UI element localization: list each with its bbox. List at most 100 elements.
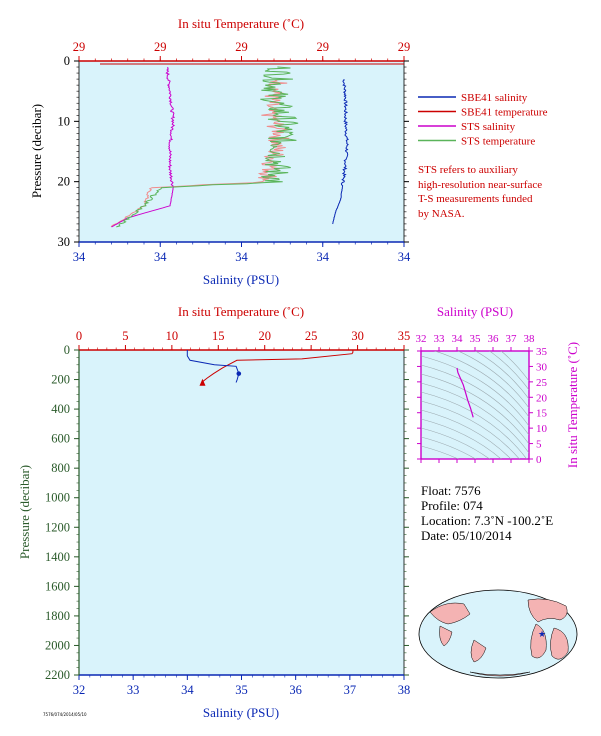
ts-sal-tick-label: 38 (524, 333, 536, 345)
top-sal-tick-label: 34 (235, 250, 248, 264)
top-sal-tick-label: 34 (398, 250, 411, 264)
ts-chart-title: Salinity (PSU) (437, 304, 513, 319)
top-pressure-tick-label: 20 (58, 175, 71, 189)
top-sal-tick-label: 34 (73, 250, 86, 264)
sts-note-line: high-resolution near-surface (418, 178, 543, 191)
main-pressure-tick-label: 1800 (45, 609, 70, 623)
main-chart-pressure-ticks: 0 200 400 600 800 1000 1200 1400 1600 1800 2000 220… (45, 343, 409, 682)
ts-chart: Salinity (PSU) In situ Temperature (˚C) … (416, 304, 581, 468)
ts-chart-temp-ticks: 35 30 25 20 15 10 5 0 (417, 346, 548, 466)
top-temp-tick-label: 29 (317, 40, 330, 54)
main-salinity-marker (236, 371, 242, 376)
ts-density-contour (421, 355, 529, 427)
ts-density-contour (421, 382, 529, 454)
ts-chart-sal-ticks: 32 33 34 35 36 37 38 (416, 333, 536, 463)
main-sal-tick-label: 37 (344, 683, 357, 697)
ts-density-contour (433, 351, 529, 418)
ts-sal-tick-label: 37 (506, 333, 518, 345)
top-temp-tick-label: 29 (235, 40, 248, 54)
main-chart-plot-area (78, 349, 405, 676)
main-sal-tick-label: 34 (181, 683, 194, 697)
main-pressure-tick-label: 1400 (45, 550, 70, 564)
top-series-line-sts-temperature (116, 66, 299, 228)
top-temp-tick-label: 29 (154, 40, 167, 54)
main-temp-tick-label: 30 (351, 329, 364, 343)
ts-density-contour (421, 445, 459, 459)
top-pressure-tick-label: 10 (58, 114, 71, 128)
sts-note: STS refers to auxiliary high-resolution … (418, 163, 542, 221)
top-pressure-tick-label: 30 (58, 235, 71, 249)
main-salinity-line (186, 350, 240, 383)
profile-date: Date: 05/10/2014 (421, 528, 512, 543)
main-pressure-tick-label: 800 (51, 461, 70, 475)
top-sal-tick-label: 34 (154, 250, 167, 264)
float-id: Float: 7576 (421, 483, 481, 498)
main-chart-temp-title: In situ Temperature (˚C) (178, 304, 304, 319)
sts-note-line: STS refers to auxiliary (418, 164, 518, 176)
main-temp-tick-label: 15 (212, 329, 225, 343)
main-chart-sal-title: Salinity (PSU) (203, 705, 279, 720)
main-sal-tick-label: 33 (127, 683, 140, 697)
main-pressure-tick-label: 400 (51, 402, 70, 416)
ts-temp-tick-label: 0 (536, 454, 542, 466)
ts-density-contour (421, 364, 529, 436)
footer-tiny-label: 7576/074/2014/05/10 (43, 712, 87, 717)
main-temp-tick-label: 35 (398, 329, 411, 343)
float-location-marker: ★ (538, 630, 546, 640)
main-pressure-tick-label: 1200 (45, 520, 70, 534)
main-chart-sal-ticks: 32 33 34 35 36 37 38 (73, 675, 411, 697)
top-chart-sal-title: Salinity (PSU) (203, 272, 279, 287)
ts-density-contour (421, 409, 512, 459)
top-chart-pressure-ticks: 0 10 20 30 (58, 54, 409, 249)
top-chart: In situ Temperature (˚C) Salinity (PSU) … (29, 16, 411, 287)
legend-label: STS temperature (461, 136, 535, 148)
top-chart-ylabel: Pressure (decibar) (29, 104, 44, 198)
ts-sal-tick-label: 34 (452, 333, 464, 345)
top-chart-temp-ticks: 29 29 29 29 29 (73, 40, 411, 61)
main-pressure-tick-label: 2200 (45, 668, 70, 682)
top-series-line-sts-salinity (111, 66, 176, 228)
profile-number: Profile: 074 (421, 498, 483, 513)
ts-chart-ylabel: In situ Temperature (˚C) (565, 342, 580, 468)
sts-note-line: by NASA. (418, 207, 465, 220)
ts-temp-tick-label: 25 (536, 377, 548, 389)
main-pressure-tick-label: 1600 (45, 579, 70, 593)
ts-density-contour (457, 351, 529, 409)
top-chart-plot-area (78, 60, 405, 243)
legend-label: SBE41 salinity (461, 92, 528, 104)
main-pressure-tick-label: 200 (51, 373, 70, 387)
main-sal-tick-label: 38 (398, 683, 411, 697)
float-info: Float: 7576 Profile: 074 Location: 7.3˚N… (421, 483, 553, 543)
top-chart-temp-title: In situ Temperature (˚C) (178, 16, 304, 31)
main-pressure-tick-label: 600 (51, 432, 70, 446)
ts-density-contour (475, 351, 529, 400)
legend: SBE41 salinity SBE41 temperature STS salin… (418, 92, 548, 148)
ts-density-contour (421, 418, 502, 459)
ts-sal-tick-label: 36 (488, 333, 500, 345)
main-chart: In situ Temperature (˚C) Salinity (PSU) … (17, 304, 410, 720)
main-sal-tick-label: 35 (235, 683, 248, 697)
top-chart-sal-ticks: 34 34 34 34 34 (73, 242, 411, 264)
main-chart-series (186, 350, 354, 386)
ts-density-contour (421, 373, 529, 445)
main-temperature-line (202, 350, 354, 383)
ts-chart-density-contours (421, 351, 529, 459)
legend-label: STS salinity (461, 121, 516, 133)
ts-sal-tick-label: 32 (416, 333, 427, 345)
top-series-line-sbe41-salinity (332, 78, 349, 225)
ts-temp-tick-label: 5 (536, 439, 542, 451)
ts-density-contour (421, 436, 477, 459)
ts-temp-tick-label: 35 (536, 346, 548, 358)
top-temp-tick-label: 29 (398, 40, 411, 54)
ts-temp-tick-label: 15 (536, 408, 548, 420)
map-land (429, 598, 569, 677)
top-chart-series (100, 63, 404, 228)
main-pressure-tick-label: 2000 (45, 638, 70, 652)
ts-sal-tick-label: 35 (470, 333, 482, 345)
main-pressure-tick-label: 1000 (45, 491, 70, 505)
ts-chart-series (456, 367, 474, 418)
main-chart-temp-ticks: 0 5 10 15 20 25 30 35 (76, 329, 410, 350)
main-temp-tick-label: 0 (76, 329, 82, 343)
ts-profile-line (456, 367, 474, 418)
